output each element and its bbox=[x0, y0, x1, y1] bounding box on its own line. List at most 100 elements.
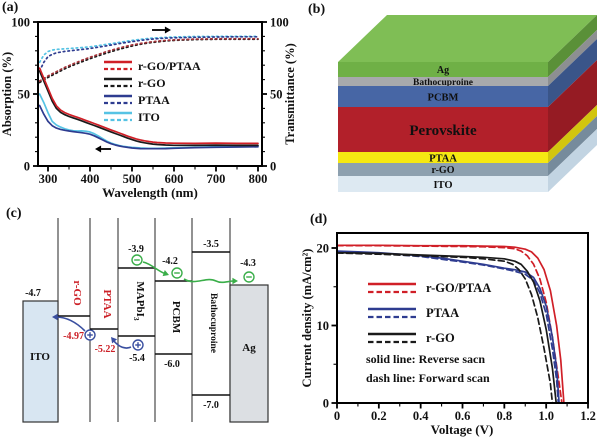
series-PTAA-absorption bbox=[38, 104, 259, 150]
legend-item: PTAA bbox=[368, 306, 459, 320]
y-right-tick-label: 50 bbox=[270, 88, 283, 102]
mapbi3-homo-value: -5.4 bbox=[129, 353, 145, 364]
y-axis-left-title: Absorption (%) bbox=[0, 52, 14, 136]
hole-arrow-to-ito-head bbox=[52, 313, 58, 321]
transmittance-arrow-head bbox=[164, 26, 171, 34]
layer-side-Perovskite bbox=[548, 60, 597, 152]
series-r-GO/PTAA-absorption bbox=[38, 67, 259, 145]
legend-item: r-GO/PTAA bbox=[104, 59, 201, 73]
x-tick-label: 300 bbox=[39, 172, 58, 186]
bcp-label: Bathocuproine bbox=[208, 293, 218, 353]
legend-label: ITO bbox=[138, 110, 160, 124]
layer-side-Bathocuproine bbox=[548, 30, 597, 86]
legend-item: r-GO/PTAA bbox=[368, 281, 491, 295]
series-PTAA-transmittance bbox=[38, 35, 259, 72]
hole-arrow-to-ito bbox=[55, 316, 86, 332]
layer-front-ITO bbox=[338, 176, 548, 192]
panel-a-label: (a) bbox=[2, 0, 19, 15]
legend-item: r-GO bbox=[104, 76, 166, 90]
series-r-GO-forward bbox=[336, 252, 554, 404]
y-tick-label: 20 bbox=[317, 242, 330, 256]
series-PTAA-forward bbox=[336, 251, 560, 404]
layer-side-ITO bbox=[548, 129, 597, 192]
x-tick-label: 0.2 bbox=[371, 409, 387, 423]
x-tick-label: 1.2 bbox=[580, 409, 596, 423]
y-left-tick-label: 50 bbox=[18, 88, 31, 102]
y-left-tick-label: 0 bbox=[24, 160, 30, 174]
ito-level-value: -4.7 bbox=[25, 288, 41, 299]
layer-front-Bathocuproine bbox=[338, 77, 548, 86]
electron-arrow-to-ag-head bbox=[232, 277, 238, 285]
y-tick-label: 0 bbox=[323, 397, 329, 411]
ito-label: ITO bbox=[30, 351, 50, 363]
absorption-arrow-head bbox=[95, 145, 102, 153]
pcbm-label: PCBM bbox=[170, 301, 182, 334]
panel-c-label: (c) bbox=[6, 206, 22, 221]
x-tick-label: 600 bbox=[165, 172, 184, 186]
x-tick-label: 0.8 bbox=[497, 409, 513, 423]
layer-side-PTAA bbox=[548, 105, 597, 163]
series-r-GO-absorption bbox=[38, 70, 259, 147]
x-tick-label: 700 bbox=[207, 172, 226, 186]
layer-label-Perovskite: Perovskite bbox=[409, 123, 477, 139]
series-r-GO/PTAA-transmittance bbox=[38, 37, 259, 82]
scan-note-line: solid line: Reverse sacn bbox=[366, 352, 485, 366]
layer-side-r-GO bbox=[548, 116, 597, 176]
legend-label: r-GO/PTAA bbox=[426, 281, 491, 295]
x-tick-label: 0 bbox=[334, 409, 340, 423]
x-tick-label: 400 bbox=[81, 172, 100, 186]
x-axis-title: Voltage (V) bbox=[431, 422, 494, 437]
layer-label-Ag: Ag bbox=[437, 65, 449, 76]
layer-label-Bathocuproine: Bathocuproine bbox=[413, 78, 473, 88]
layer-side-PCBM bbox=[548, 39, 597, 107]
electron-arrow-to-pcbm-head bbox=[162, 270, 169, 277]
hole-arrow-to-ptaa bbox=[112, 339, 132, 349]
legend-label: PTAA bbox=[138, 93, 170, 107]
panel-b-label: (b) bbox=[308, 2, 326, 17]
legend-item: r-GO bbox=[368, 331, 455, 345]
layer-label-PCBM: PCBM bbox=[428, 92, 459, 103]
x-tick-label: 0.4 bbox=[413, 409, 429, 423]
ptaa-label: PTAA bbox=[101, 289, 113, 318]
y-left-tick-label: 100 bbox=[11, 16, 30, 30]
y-right-tick-label: 100 bbox=[270, 16, 289, 30]
scan-note-line: dash line: Forward scan bbox=[366, 371, 490, 385]
bcp-homo-value: -7.0 bbox=[203, 400, 219, 411]
hole-arrow-to-ptaa-head bbox=[111, 337, 118, 344]
y-axis-right-title: Transmittance (%) bbox=[283, 43, 297, 144]
layer-front-r-GO bbox=[338, 163, 548, 176]
ag-level-value: -4.3 bbox=[240, 258, 256, 269]
x-tick-label: 1.0 bbox=[538, 409, 554, 423]
ag-box bbox=[229, 284, 269, 423]
y-axis-title: Current density (mA/cm²) bbox=[300, 249, 314, 388]
rgo-label: r-GO bbox=[71, 280, 83, 306]
x-axis-title: Wavelength (nm) bbox=[102, 185, 198, 200]
x-tick-label: 0.6 bbox=[455, 409, 471, 423]
bcp-lumo-value: -3.5 bbox=[203, 239, 219, 250]
layer-label-PTAA: PTAA bbox=[429, 153, 457, 164]
panel-c-energy-level-diagram: -4.7 ITO -4.3 Ag -4.97 r-GO -5.22 PTAA -3.9 -5.4 M… bbox=[22, 218, 269, 423]
mapbi3-lumo-value: -3.9 bbox=[128, 244, 144, 255]
layer-side-Ag bbox=[548, 15, 597, 77]
legend-label: r-GO bbox=[426, 331, 455, 345]
ito-box bbox=[22, 300, 59, 423]
legend-item: PTAA bbox=[104, 93, 170, 107]
pcbm-homo-value: -6.0 bbox=[164, 359, 180, 370]
pcbm-lumo-value: -4.2 bbox=[162, 256, 178, 267]
legend-label: r-GO bbox=[138, 76, 166, 90]
layer-front-Perovskite bbox=[338, 107, 548, 152]
y-right-tick-label: 0 bbox=[270, 160, 276, 174]
mapbi3-label: MAPbI3 bbox=[132, 281, 146, 320]
legend-item: ITO bbox=[104, 110, 160, 124]
ag-label: Ag bbox=[242, 342, 256, 354]
legend-label: r-GO/PTAA bbox=[138, 59, 201, 73]
layer-front-PCBM bbox=[338, 86, 548, 107]
layer-front-PTAA bbox=[338, 152, 548, 163]
x-tick-label: 800 bbox=[249, 172, 268, 186]
legend-label: PTAA bbox=[426, 306, 459, 320]
ptaa-level-value: -5.22 bbox=[95, 344, 116, 355]
